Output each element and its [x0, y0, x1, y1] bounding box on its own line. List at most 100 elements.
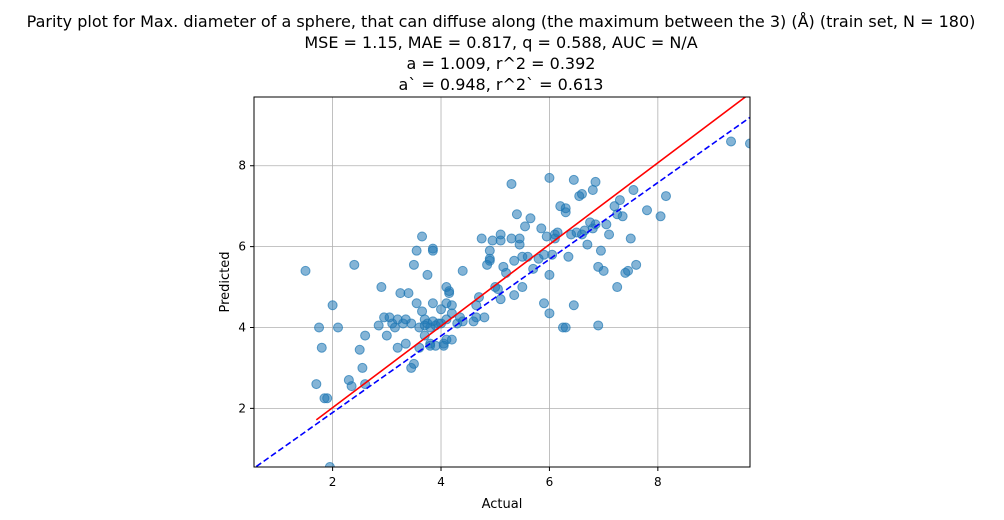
data-point-0-114: [552, 227, 563, 238]
title-line-2: MSE = 1.15, MAE = 0.817, q = 0.588, AUC …: [304, 33, 697, 52]
data-point-0-32: [408, 259, 419, 270]
data-point-0-0: [300, 265, 311, 276]
data-point-0-87: [495, 229, 506, 240]
data-point-0-67: [446, 334, 457, 345]
title-line-4: a` = 0.948, r^2` = 0.613: [399, 75, 604, 94]
data-point-0-134: [590, 219, 601, 230]
data-point-0-109: [544, 269, 555, 280]
scatter-points: [300, 136, 750, 467]
data-point-0-118: [560, 207, 571, 218]
data-point-0-92: [509, 290, 520, 301]
y-tick-label-0: 2: [238, 401, 246, 415]
data-point-0-102: [528, 263, 539, 274]
data-point-0-14: [360, 330, 371, 341]
data-point-0-90: [506, 178, 517, 189]
data-point-0-133: [590, 176, 601, 187]
data-point-0-137: [595, 245, 606, 256]
x-tick-label-3: 8: [654, 475, 662, 489]
data-point-0-34: [411, 245, 422, 256]
data-point-0-49: [427, 298, 438, 309]
data-point-0-10: [346, 381, 357, 392]
data-point-0-104: [536, 223, 547, 234]
data-point-0-128: [579, 225, 590, 236]
y-tick-label-1: 4: [238, 320, 246, 334]
data-point-0-11: [349, 259, 360, 270]
data-point-0-120: [563, 251, 574, 262]
x-tick-label-1: 4: [437, 475, 445, 489]
data-point-0-33: [408, 358, 419, 369]
data-point-0-3: [316, 342, 327, 353]
data-point-0-19: [381, 330, 392, 341]
data-point-0-136: [593, 320, 604, 331]
data-point-0-29: [403, 288, 414, 299]
data-point-0-81: [484, 255, 495, 266]
data-point-0-94: [511, 209, 522, 220]
data-point-0-17: [376, 282, 387, 293]
data-point-0-5: [322, 393, 333, 404]
data-point-0-84: [492, 284, 503, 295]
data-point-0-85: [495, 294, 506, 305]
data-point-0-153: [660, 191, 671, 202]
data-point-0-23: [392, 342, 403, 353]
fit-line: [315, 97, 747, 421]
data-point-0-145: [617, 211, 628, 222]
y-tick-label-2: 6: [238, 240, 246, 254]
data-point-0-2: [314, 322, 325, 333]
plot-frame: [253, 96, 751, 468]
title-line-3: a = 1.009, r^2 = 0.392: [407, 54, 596, 73]
title-line-1: Parity plot for Max. diameter of a spher…: [27, 12, 976, 31]
data-point-0-35: [411, 298, 422, 309]
data-point-0-99: [520, 221, 531, 232]
data-point-0-70: [457, 265, 468, 276]
data-point-0-93: [509, 255, 520, 266]
data-point-0-119: [560, 322, 571, 333]
data-point-0-110: [544, 308, 555, 319]
data-point-0-149: [628, 185, 639, 196]
data-point-0-142: [612, 282, 623, 293]
data-point-0-151: [642, 205, 653, 216]
data-point-0-97: [517, 282, 528, 293]
data-point-0-39: [417, 231, 428, 242]
data-point-0-13: [357, 362, 368, 373]
data-point-0-138: [598, 265, 609, 276]
data-point-0-140: [604, 229, 615, 240]
data-point-0-77: [479, 312, 490, 323]
data-point-0-101: [525, 213, 536, 224]
data-point-0-154: [726, 136, 737, 147]
data-point-0-126: [576, 189, 587, 200]
data-point-0-144: [614, 195, 625, 206]
data-point-0-8: [333, 322, 344, 333]
x-tick-label-0: 2: [329, 475, 337, 489]
data-point-0-89: [501, 267, 512, 278]
y-tick-label-3: 8: [238, 159, 246, 173]
data-point-0-150: [631, 259, 642, 270]
x-tick-label-2: 6: [546, 475, 554, 489]
data-point-0-148: [625, 233, 636, 244]
ideal-line: [254, 116, 750, 467]
plot-area: [254, 97, 750, 467]
data-point-0-96: [514, 233, 525, 244]
x-axis-label: Actual: [482, 497, 523, 512]
data-point-0-108: [544, 172, 555, 183]
data-point-0-155: [745, 138, 750, 149]
data-point-0-129: [582, 239, 593, 250]
data-point-0-105: [539, 298, 550, 309]
data-point-0-152: [655, 211, 666, 222]
data-point-0-122: [568, 174, 579, 185]
data-point-0-66: [446, 300, 457, 311]
data-point-0-12: [354, 344, 365, 355]
data-point-0-6: [324, 462, 335, 467]
data-point-0-80: [484, 245, 495, 256]
data-point-0-1: [311, 379, 322, 390]
y-axis-label: Predicted: [218, 251, 233, 312]
data-point-0-107: [541, 231, 552, 242]
data-point-0-31: [406, 318, 417, 329]
data-point-0-76: [476, 233, 487, 244]
data-point-0-7: [327, 300, 338, 311]
data-point-0-111: [547, 249, 558, 260]
data-point-0-16: [373, 320, 384, 331]
data-point-0-123: [568, 300, 579, 311]
data-point-0-43: [422, 269, 433, 280]
reference-lines: [254, 97, 750, 467]
